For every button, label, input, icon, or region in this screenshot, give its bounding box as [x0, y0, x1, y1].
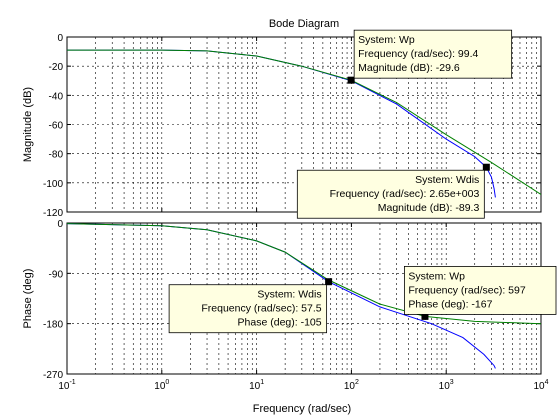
- datatips: System: Wp Frequency (rad/sec): 99.4 Magni…: [168, 29, 557, 334]
- y-tick-label: 0: [57, 33, 63, 44]
- datatip-line: System: Wp: [408, 270, 465, 282]
- datatip-line: Frequency (rad/sec): 57.5: [201, 303, 321, 315]
- y-tick-label: -90: [49, 269, 64, 280]
- x-tick-label: 101: [249, 379, 264, 392]
- datatip-marker: [347, 76, 355, 84]
- y-axis-label: Magnitude (dB): [22, 87, 34, 162]
- x-axis-label: Frequency (rad/sec): [253, 403, 351, 415]
- y-tick-label: -100: [43, 179, 63, 190]
- datatip-line: Frequency (rad/sec): 597: [408, 284, 525, 296]
- y-axis-label: Phase (deg): [22, 269, 34, 329]
- datatip-line: Magnitude (dB): -89.3: [378, 202, 480, 214]
- series-Wp: [67, 223, 541, 325]
- chart-title: Bode Diagram: [269, 18, 339, 30]
- datatip: System: Wp Frequency (rad/sec): 99.4 Magni…: [347, 29, 513, 84]
- x-tick-label: 10-1: [58, 379, 75, 392]
- datatip-marker: [325, 278, 333, 286]
- datatip-line: Phase (deg): -105: [238, 317, 322, 329]
- datatip: System: Wdis Frequency (rad/sec): 2.65e+0…: [296, 163, 490, 219]
- x-tick-label: 102: [344, 379, 359, 392]
- datatip-box: [296, 169, 485, 219]
- datatip-line: Magnitude (dB): -29.6: [358, 62, 460, 74]
- series-Wp: [67, 49, 541, 195]
- datatip: System: Wdis Frequency (rad/sec): 57.5 Pha…: [168, 278, 333, 334]
- datatip-line: Frequency (rad/sec): 99.4: [358, 48, 478, 60]
- y-tick-label: 0: [57, 219, 63, 230]
- datatip-line: System: Wdis: [257, 289, 321, 301]
- y-tick-label: -40: [49, 91, 64, 102]
- y-tick-label: -60: [49, 121, 64, 132]
- y-tick-label: -20: [49, 62, 64, 73]
- datatip-box: [353, 29, 513, 79]
- datatip-marker: [482, 163, 490, 171]
- y-tick-label: -180: [43, 320, 63, 331]
- datatip-marker: [421, 312, 429, 320]
- datatip: System: Wp Frequency (rad/sec): 597 Phase …: [403, 265, 557, 320]
- datatip-box: [168, 284, 328, 334]
- y-tick-label: -270: [43, 370, 63, 381]
- x-tick-label: 104: [533, 379, 548, 392]
- datatip-line: Frequency (rad/sec): 2.65e+003: [330, 188, 480, 200]
- datatip-box: [403, 265, 557, 315]
- y-tick-label: -120: [43, 208, 63, 219]
- datatip-line: System: Wp: [358, 34, 415, 46]
- x-tick-label: 100: [154, 379, 169, 392]
- x-tick-label: 103: [439, 379, 454, 392]
- datatip-line: Phase (deg): -167: [408, 298, 492, 310]
- y-tick-label: -80: [49, 150, 64, 161]
- datatip-line: System: Wdis: [415, 174, 479, 186]
